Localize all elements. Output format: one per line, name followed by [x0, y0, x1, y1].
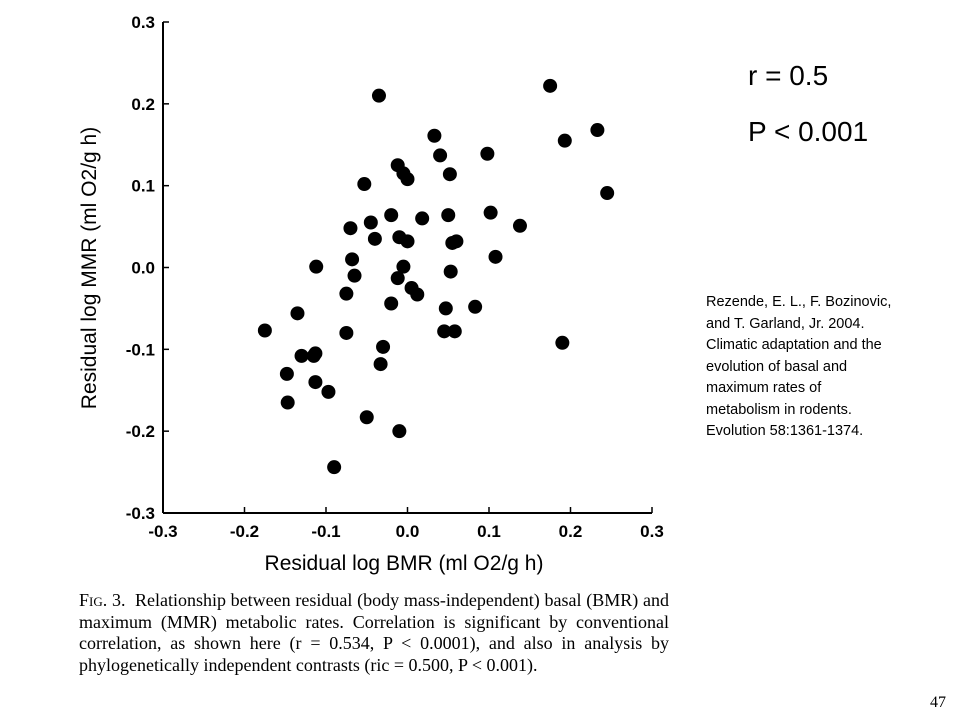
- data-point: [427, 128, 442, 143]
- y-tick-label: 0.0: [131, 259, 155, 278]
- data-point: [347, 268, 362, 283]
- data-point: [543, 78, 558, 93]
- data-point: [345, 252, 360, 267]
- data-point: [415, 211, 430, 226]
- data-point: [442, 167, 457, 182]
- y-axis-label: Residual log MMR (ml O2/g h): [78, 127, 101, 409]
- data-point: [488, 249, 503, 264]
- data-point: [449, 234, 464, 249]
- x-tick-label: -0.2: [230, 522, 259, 541]
- y-tick-label: 0.2: [131, 95, 155, 114]
- data-point: [512, 218, 527, 233]
- x-tick-label: 0.2: [559, 522, 583, 541]
- data-point: [371, 88, 386, 103]
- data-points: [257, 78, 615, 475]
- data-point: [294, 348, 309, 363]
- data-point: [392, 424, 407, 439]
- figure-caption: Fig. 3. Relationship between residual (b…: [79, 590, 669, 676]
- data-point: [321, 384, 336, 399]
- data-point: [308, 375, 323, 390]
- data-point: [590, 123, 605, 138]
- y-tick-label: -0.3: [126, 504, 155, 523]
- y-tick-label: 0.1: [131, 177, 155, 196]
- citation-line: evolution of basal and: [706, 358, 848, 375]
- data-point: [410, 287, 425, 302]
- data-point: [443, 264, 458, 279]
- data-point: [557, 133, 572, 148]
- data-point: [327, 460, 342, 475]
- data-point: [357, 177, 372, 192]
- data-point: [555, 335, 570, 350]
- data-point: [384, 208, 399, 223]
- data-point: [600, 186, 615, 201]
- data-point: [400, 172, 415, 187]
- data-point: [384, 296, 399, 311]
- x-axis-label: Residual log BMR (ml O2/g h): [265, 552, 544, 575]
- y-tick-label: 0.3: [131, 13, 155, 32]
- x-tick-label: 0.0: [396, 522, 420, 541]
- citation-line: Evolution 58:1361-1374.: [706, 423, 864, 439]
- citation-line: and T. Garland, Jr. 2004.: [706, 315, 865, 332]
- citation-line: Rezende, E. L., F. Bozinovic,: [706, 294, 892, 310]
- citation-line: Climatic adaptation and the: [706, 337, 882, 353]
- citation-line: metabolism in rodents.: [706, 401, 852, 418]
- data-point: [441, 208, 456, 223]
- citation: Rezende, E. L., F. Bozinovic, and T. Gar…: [706, 292, 956, 443]
- data-point: [343, 221, 358, 236]
- citation-line: maximum rates of: [706, 380, 822, 396]
- data-point: [367, 231, 382, 246]
- data-point: [373, 357, 388, 372]
- caption-text: Relationship between residual (body mass…: [79, 590, 669, 675]
- data-point: [480, 146, 495, 161]
- data-point: [376, 339, 391, 354]
- data-point: [396, 259, 411, 274]
- caption-label: Fig. 3.: [79, 590, 126, 610]
- data-point: [279, 366, 294, 381]
- page-number: 47: [930, 694, 946, 711]
- data-point: [437, 324, 452, 339]
- data-point: [433, 148, 448, 163]
- data-point: [290, 306, 305, 321]
- x-tick-label: 0.3: [640, 522, 664, 541]
- x-tick-label: 0.1: [477, 522, 501, 541]
- data-point: [447, 324, 462, 339]
- data-point: [280, 395, 295, 410]
- x-tick-label: -0.3: [148, 522, 177, 541]
- y-tick-label: -0.1: [126, 340, 155, 359]
- data-point: [438, 301, 453, 316]
- data-point: [309, 259, 324, 274]
- x-tick-label: -0.1: [311, 522, 340, 541]
- data-point: [339, 325, 354, 340]
- data-point: [363, 215, 378, 230]
- data-point: [468, 299, 483, 314]
- correlation-r-annotation: r = 0.5: [748, 60, 829, 91]
- data-point: [483, 205, 498, 220]
- data-point: [257, 323, 272, 338]
- data-point: [359, 410, 374, 425]
- data-point: [306, 348, 321, 363]
- data-point: [400, 234, 415, 249]
- data-point: [390, 271, 405, 286]
- y-tick-label: -0.2: [126, 422, 155, 441]
- p-value-annotation: P < 0.001: [748, 116, 869, 147]
- ticks: -0.3 -0.2 -0.1 0.0 0.1 0.2 0.3 -0.3 -0.2 -0.1 0.0 0…: [126, 13, 664, 541]
- data-point: [339, 286, 354, 301]
